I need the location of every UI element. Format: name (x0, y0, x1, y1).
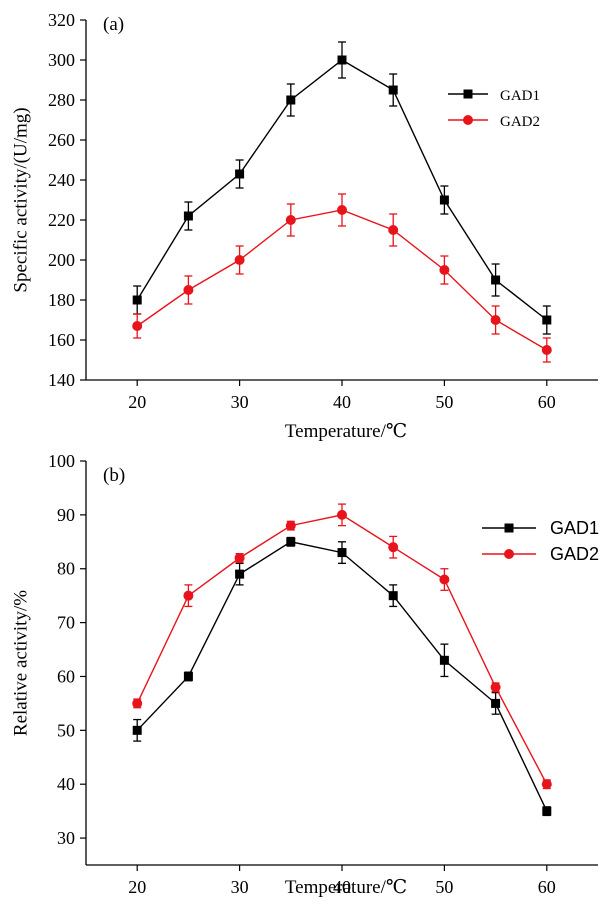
series-gad2 (132, 193, 552, 363)
y-tick-label: 260 (48, 130, 75, 150)
y-axis-ticks: 140 160 180 200 220 240 260 280 300 320 (48, 10, 86, 390)
data-point (439, 655, 449, 665)
y-tick-label: 220 (48, 210, 75, 230)
legend: GAD1 GAD2 (482, 518, 599, 564)
legend: GAD1 GAD2 (448, 88, 540, 130)
data-point (286, 537, 296, 547)
y-tick-label: 80 (57, 559, 75, 579)
x-tick-label: 50 (435, 392, 453, 412)
data-point (337, 205, 347, 215)
y-tick-label: 160 (48, 330, 75, 350)
data-point (183, 285, 194, 295)
y-tick-label: 100 (48, 451, 75, 471)
data-point (183, 211, 193, 221)
data-point (439, 195, 449, 205)
y-tick-label: 60 (57, 666, 75, 686)
legend-label: GAD1 (550, 518, 599, 538)
legend-marker (463, 89, 473, 99)
legend-marker (504, 549, 514, 559)
data-point (542, 806, 552, 816)
x-tick-label: 30 (231, 877, 249, 897)
data-point (234, 552, 245, 563)
data-point (337, 548, 347, 558)
data-point (286, 95, 296, 105)
y-tick-label: 50 (57, 720, 75, 740)
data-point (542, 315, 552, 325)
legend-label: GAD2 (500, 114, 540, 130)
data-point (541, 779, 552, 790)
x-axis-label: Temperature/℃ (285, 421, 407, 442)
data-point (388, 591, 398, 601)
y-tick-label: 90 (57, 505, 75, 525)
x-axis-label: Temperature/℃ (285, 877, 407, 898)
data-point (337, 509, 347, 520)
data-point (491, 275, 501, 285)
data-point (132, 725, 142, 735)
x-tick-label: 40 (333, 877, 351, 897)
y-tick-label: 300 (48, 50, 75, 70)
x-tick-label: 20 (128, 392, 146, 412)
x-tick-label: 20 (128, 877, 146, 897)
data-point (439, 265, 450, 275)
x-tick-label: 60 (538, 392, 556, 412)
data-point (234, 255, 245, 265)
y-axis-label: Specific activity/(U/mg) (10, 107, 31, 292)
x-tick-label: 40 (333, 392, 351, 412)
data-point (235, 169, 245, 179)
data-point (490, 315, 501, 325)
data-point (183, 671, 193, 681)
panel-label: (b) (103, 465, 125, 486)
data-point (490, 682, 501, 693)
y-tick-label: 320 (48, 10, 75, 30)
series-layer (132, 41, 552, 363)
series-line (136, 209, 548, 351)
data-point (235, 569, 245, 579)
y-tick-label: 240 (48, 170, 75, 190)
series-gad2 (132, 503, 552, 790)
chart-panel-a: 140 160 180 200 220 240 260 280 300 320 20 30 40 50 6… (10, 10, 598, 442)
data-point (388, 542, 399, 553)
y-tick-label: 30 (57, 828, 75, 848)
series-line (136, 541, 548, 812)
data-point (337, 55, 347, 65)
data-point (388, 225, 399, 235)
data-point (491, 698, 501, 708)
legend-marker (504, 523, 514, 533)
y-tick-label: 40 (57, 774, 75, 794)
x-axis-ticks: 20 30 40 50 60 (128, 865, 556, 897)
y-tick-label: 180 (48, 290, 75, 310)
data-point (183, 590, 194, 601)
data-point (132, 698, 143, 709)
data-point (285, 215, 296, 225)
series-layer (132, 503, 552, 817)
x-tick-label: 60 (538, 877, 556, 897)
y-tick-label: 200 (48, 250, 75, 270)
data-point (388, 85, 398, 95)
series-gad1 (132, 536, 552, 817)
data-point (541, 345, 552, 355)
data-point (132, 321, 143, 331)
series-line (136, 59, 548, 321)
x-axis-ticks: 20 30 40 50 60 (128, 380, 556, 412)
data-point (439, 574, 450, 585)
x-tick-label: 50 (435, 877, 453, 897)
panel-label: (a) (103, 14, 124, 35)
legend-label: GAD1 (500, 88, 540, 104)
y-axis-ticks: 30 40 50 60 70 80 90 100 (48, 451, 86, 848)
chart-panel-b: 30 40 50 60 70 80 90 100 20 30 40 50 60 (b) Tempera… (10, 451, 599, 898)
data-point (132, 295, 142, 305)
y-tick-label: 140 (48, 370, 75, 390)
legend-label: GAD2 (550, 544, 599, 564)
x-tick-label: 30 (231, 392, 249, 412)
data-point (285, 520, 296, 531)
series-gad1 (132, 41, 552, 335)
y-tick-label: 70 (57, 613, 75, 633)
y-axis-label: Relative activity/% (10, 590, 31, 736)
legend-marker (463, 115, 473, 125)
y-tick-label: 280 (48, 90, 75, 110)
